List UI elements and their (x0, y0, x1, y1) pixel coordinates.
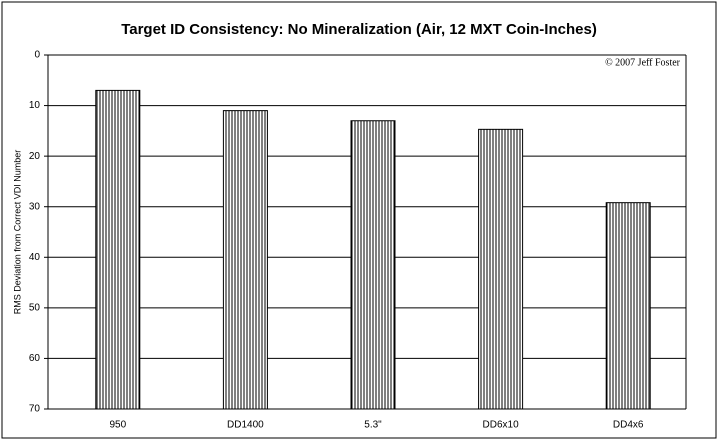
bar (478, 128, 524, 410)
x-tick-label: 5.3" (364, 420, 382, 431)
bar (350, 120, 396, 410)
y-tick-label: 60 (29, 353, 41, 364)
y-axis-label: RMS Deviation from Correct VDI Number (12, 150, 22, 315)
y-tick-label: 30 (29, 201, 41, 212)
y-tick-label: 10 (29, 100, 41, 111)
y-tick-label: 40 (29, 252, 41, 263)
annotation: © 2007 Jeff Foster (605, 57, 681, 68)
x-tick-label: DD4x6 (613, 420, 644, 431)
y-tick-label: 70 (29, 404, 41, 415)
bar (605, 202, 651, 410)
y-tick-label: 50 (29, 302, 41, 313)
x-tick-label: 950 (109, 420, 126, 431)
x-tick-label: DD6x10 (483, 420, 520, 431)
bar (95, 89, 141, 410)
y-tick-label: 20 (29, 151, 41, 162)
bar (222, 110, 268, 410)
y-tick-label: 0 (34, 50, 40, 61)
x-tick-label: DD1400 (227, 420, 264, 431)
chart-title: Target ID Consistency: No Mineralization… (121, 21, 597, 38)
